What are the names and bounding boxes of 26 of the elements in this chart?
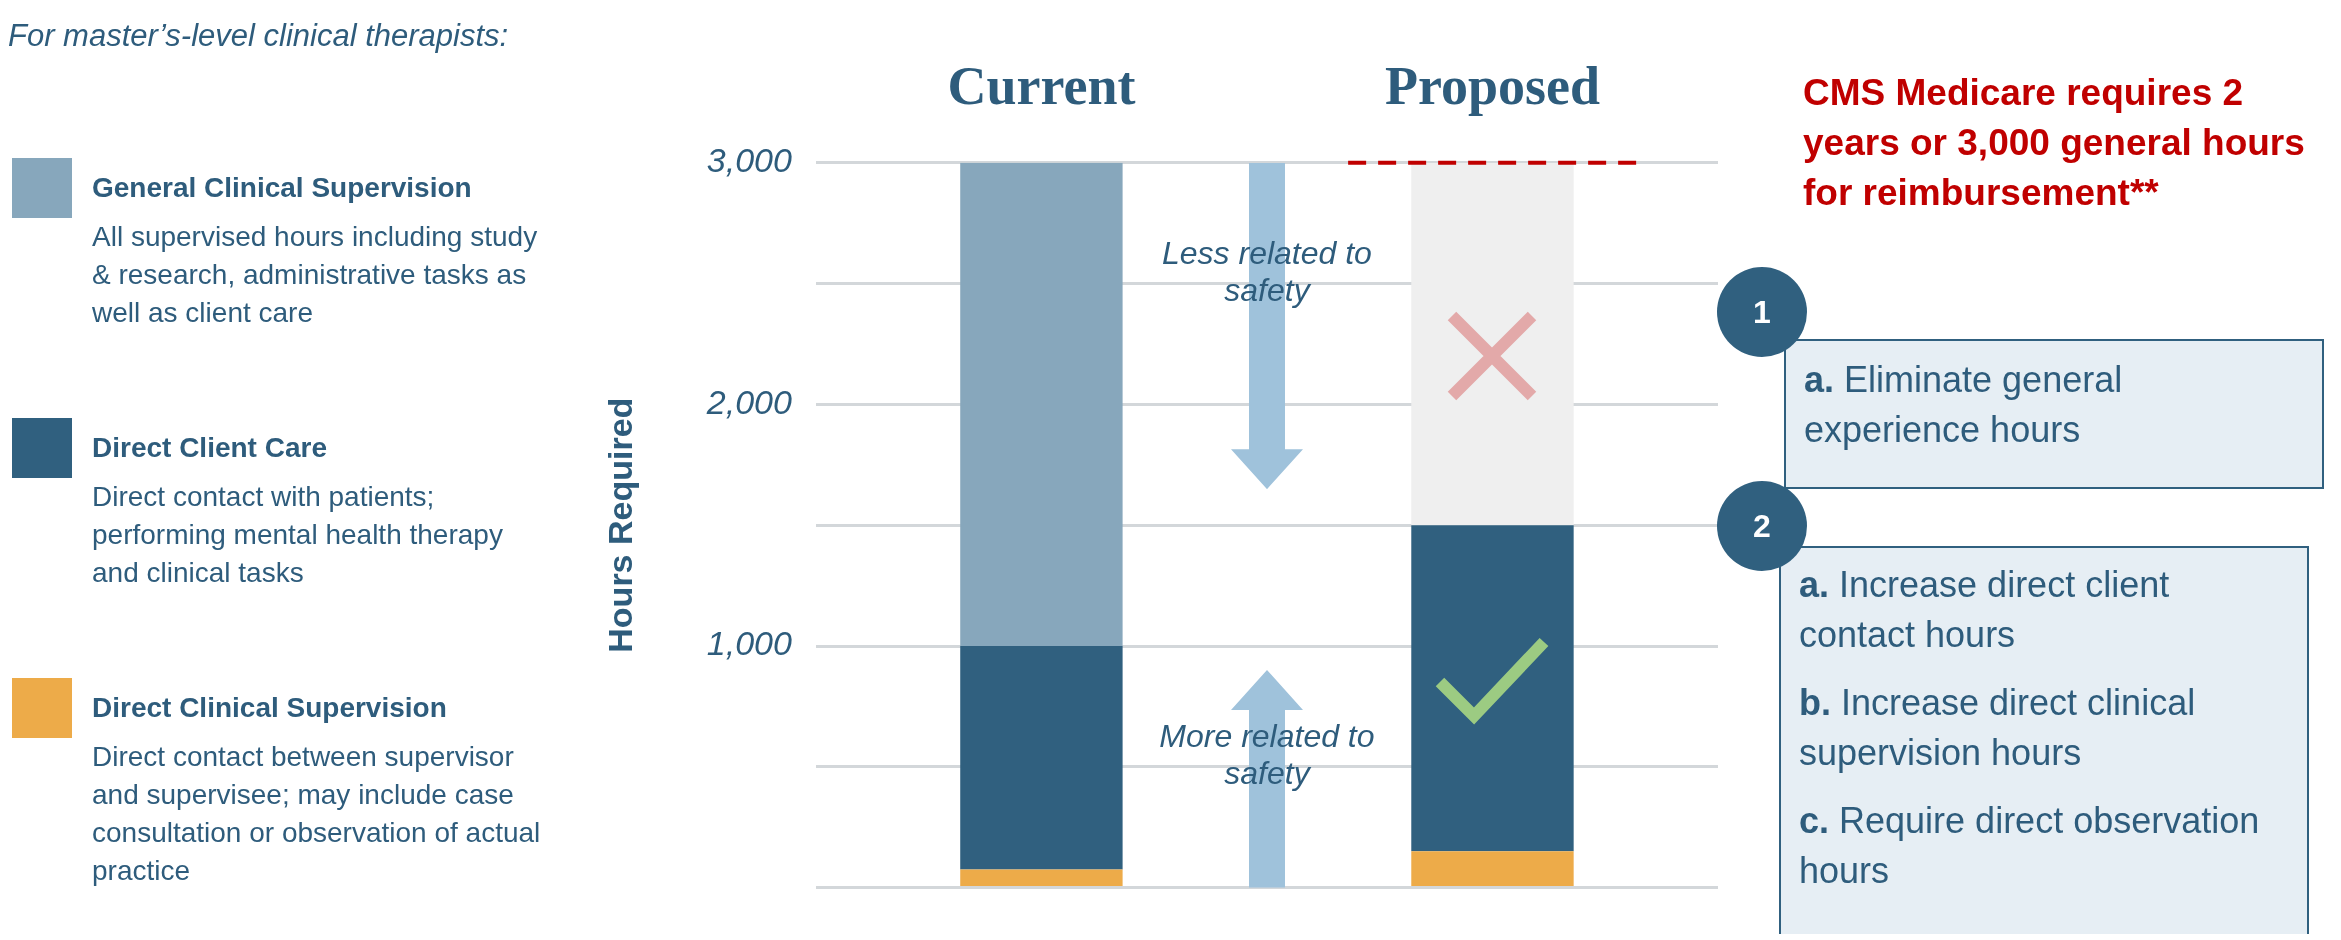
y-axis-title: Hours Required: [600, 397, 639, 653]
annotation: More related to safety: [1158, 718, 1376, 793]
bar: [960, 869, 1123, 887]
bar: [1411, 162, 1574, 526]
bar: [1411, 525, 1574, 852]
y-tick-label: 2,000: [705, 382, 792, 421]
number-badge: 1: [1717, 267, 1807, 357]
text: Direct contact with patients; performing mental health therapy and clinical tasks: [92, 480, 504, 590]
text: Direct contact between supervisor and supervisee; may include case consultation or observation of actual practice: [92, 740, 542, 888]
text: For master’s-level clinical therapists:: [8, 18, 509, 54]
y-tick-label: 1,000: [706, 624, 792, 663]
legend-label: Direct Client Care: [92, 431, 327, 465]
ref-line-label: CMS Medicare requires 2 years or 3,000 general hours for reimbursement**: [1803, 71, 2306, 215]
bar: [960, 646, 1123, 870]
text: All supervised hours including study & research, administrative tasks as well as client care: [92, 220, 539, 330]
text-box: a. Eliminate general experience hours: [1784, 339, 2324, 489]
x-tick-label: Current: [947, 56, 1136, 117]
y-tick-label: 3,000: [706, 141, 792, 180]
annotation: Less related to safety: [1161, 235, 1373, 310]
x-tick-label: Proposed: [1384, 56, 1600, 117]
bar: [960, 162, 1123, 646]
bar: [1411, 851, 1574, 887]
number-badge: 2: [1717, 481, 1807, 571]
text-box: a. Increase direct client contact hours b. Increase direct clinical supervision hours c. Require direct observation hours: [1779, 546, 2309, 934]
legend-label: Direct Clinical Supervision: [92, 691, 447, 725]
legend-label: General Clinical Supervision: [92, 171, 472, 205]
